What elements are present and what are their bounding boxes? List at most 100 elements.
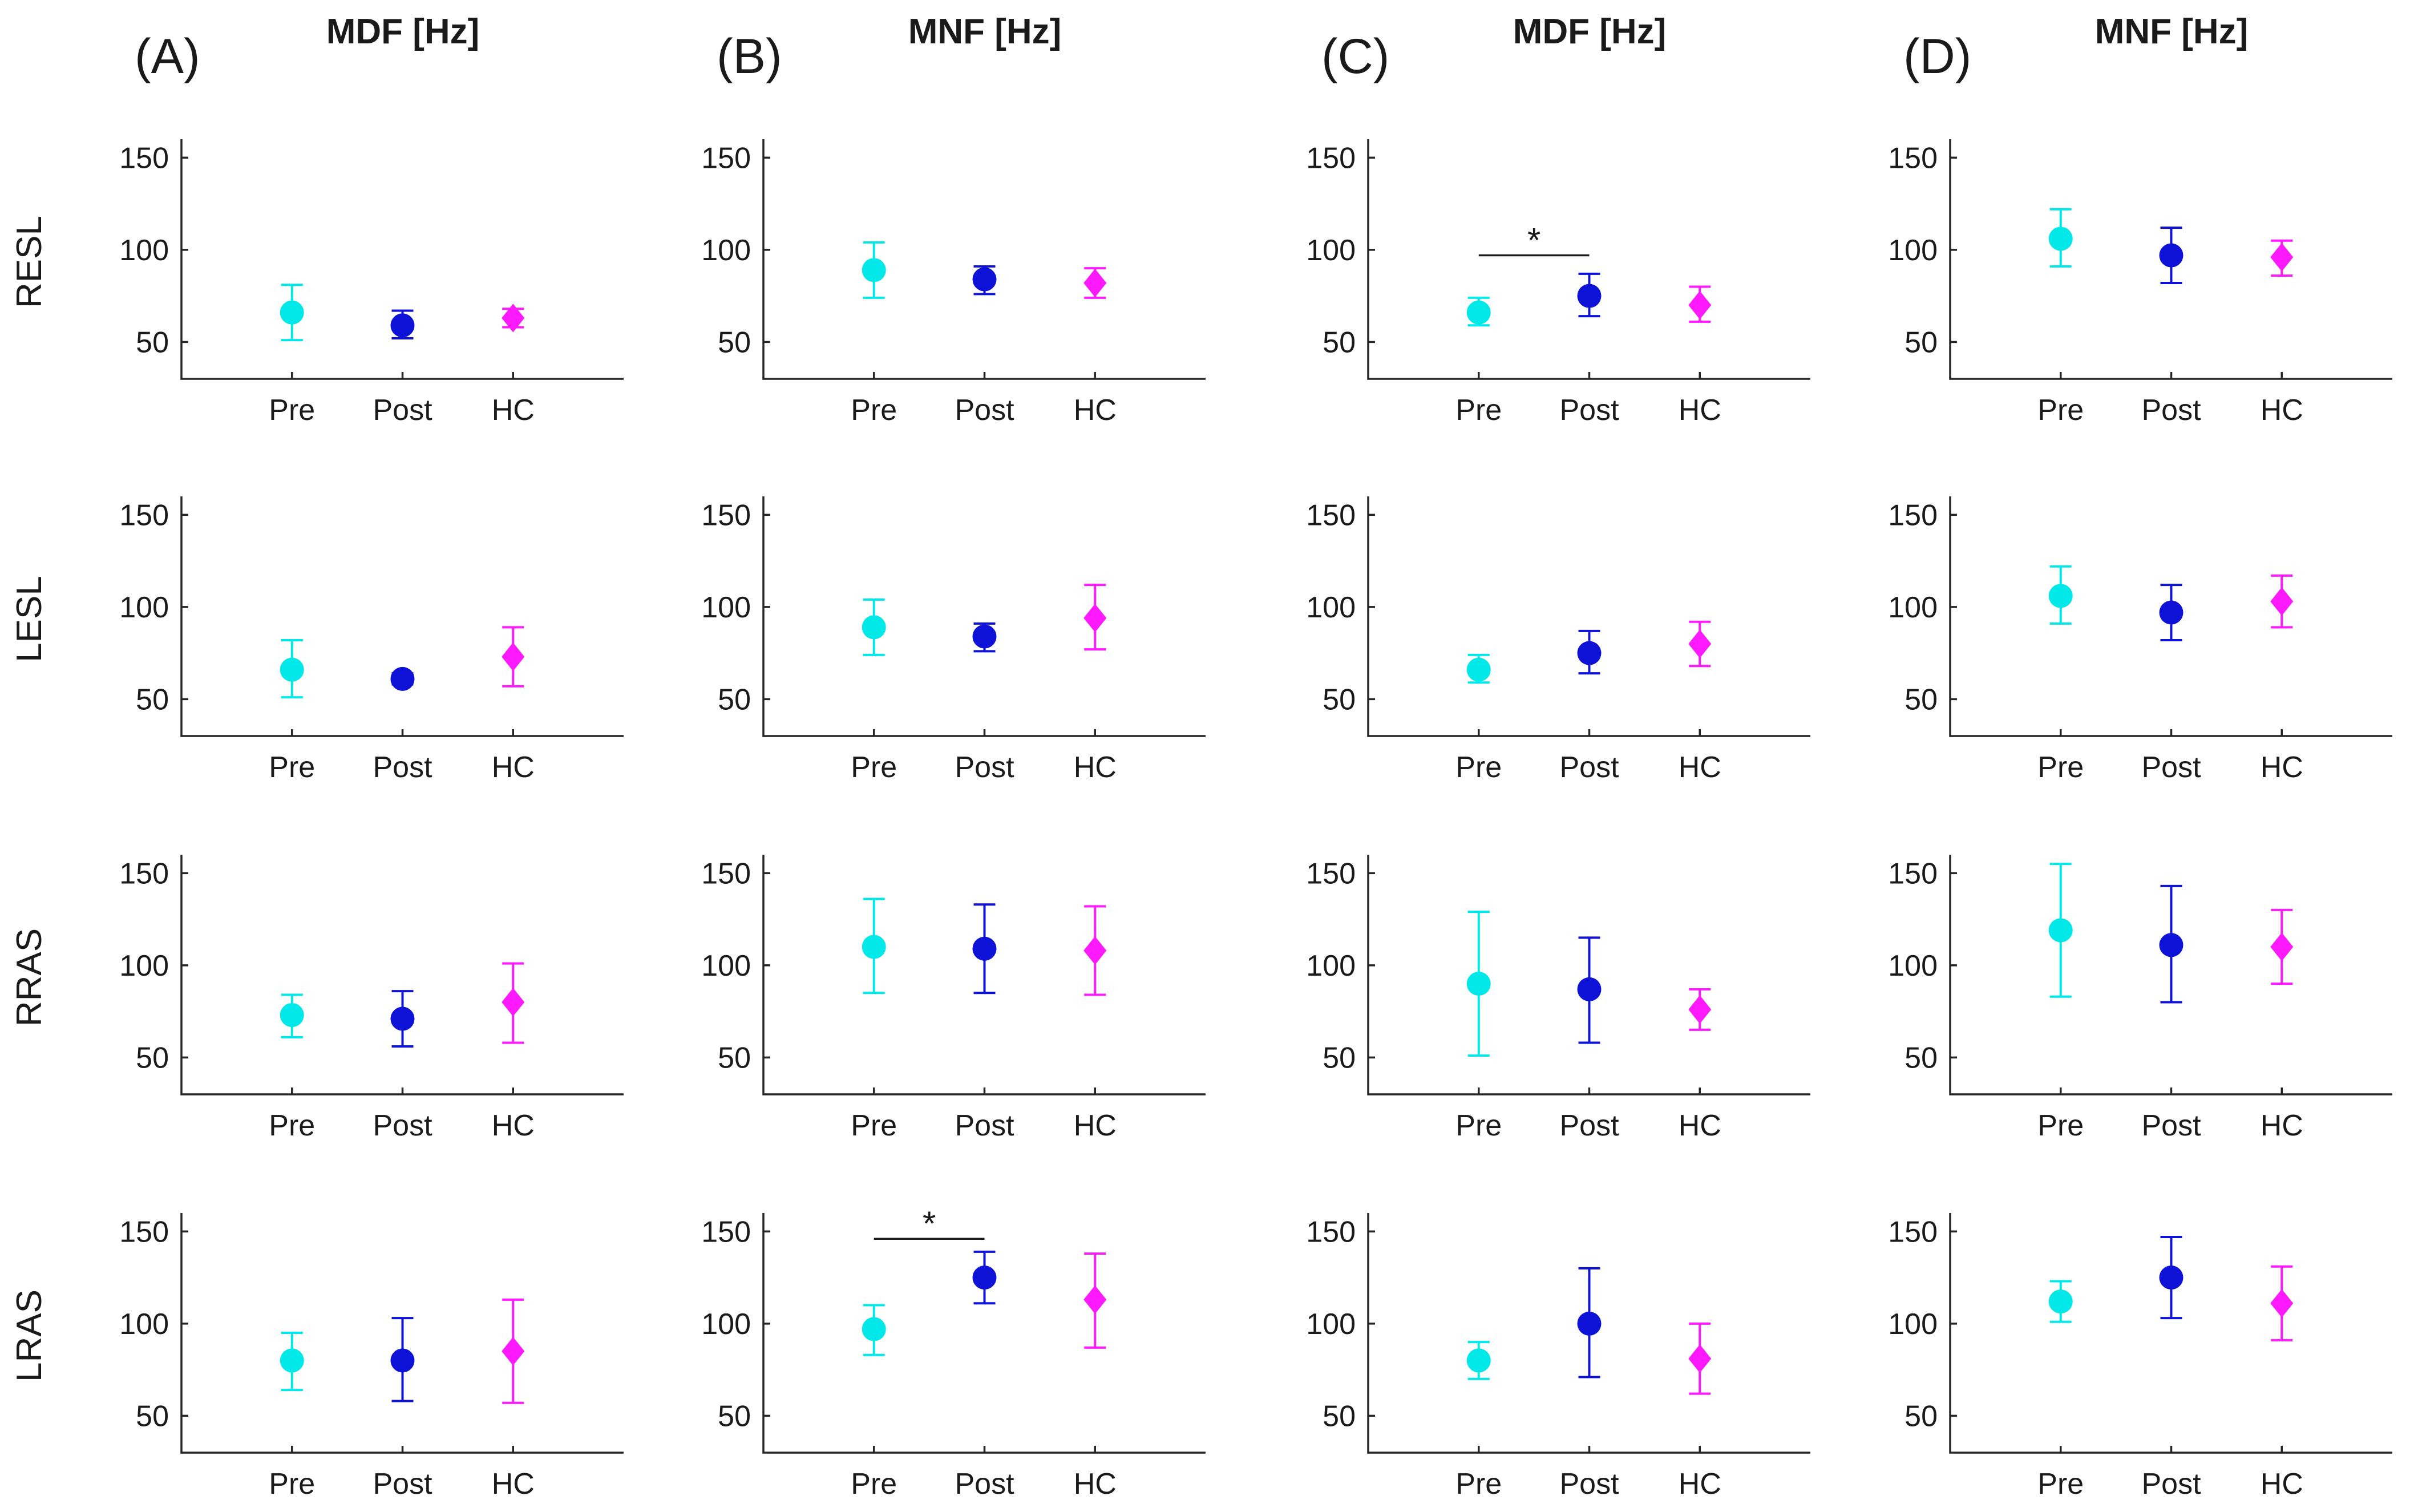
- x-tick-label-post: Post: [955, 1467, 1014, 1501]
- y-tick-label: 150: [119, 142, 169, 175]
- y-tick-label: 150: [1888, 499, 1938, 532]
- data-point-post: [390, 1006, 415, 1031]
- data-point-hc: [1083, 1285, 1107, 1314]
- y-tick-label: 100: [1306, 234, 1356, 267]
- data-point-pre: [862, 935, 886, 959]
- panel-1-1: 50 100 150 Pre Post HC: [701, 496, 1206, 784]
- data-point-post: [390, 313, 415, 338]
- y-tick-label: 50: [1323, 1400, 1356, 1433]
- panel-letter-1: (B): [717, 29, 782, 84]
- data-point-post: [2159, 243, 2183, 268]
- data-point-hc: [2270, 1289, 2294, 1318]
- data-point-pre: [2048, 584, 2073, 608]
- data-point-post: [972, 936, 997, 961]
- data-point-pre: [862, 1317, 886, 1341]
- panel-letter-3: (D): [1903, 29, 1971, 84]
- data-point-post: [1577, 977, 1602, 1001]
- y-tick-label: 50: [1323, 1041, 1356, 1074]
- x-tick-label-post: Post: [955, 751, 1014, 784]
- y-tick-label: 100: [119, 949, 169, 983]
- axes: [1949, 855, 2392, 1095]
- data-point-post: [972, 624, 997, 649]
- x-tick-label-hc: HC: [1074, 1109, 1117, 1142]
- y-tick-label: 50: [718, 683, 751, 716]
- y-tick-label: 50: [1323, 683, 1356, 716]
- y-tick-label: 150: [119, 499, 169, 532]
- y-tick-label: 150: [701, 142, 751, 175]
- panel-1-2: 50 100 150 Pre Post HC: [701, 855, 1206, 1142]
- x-tick-label-post: Post: [2141, 394, 2201, 427]
- y-tick-label: 100: [1306, 591, 1356, 624]
- panel-2-0: 50 100 150 Pre Post HC *: [1306, 139, 1810, 427]
- x-tick-label-pre: Pre: [269, 394, 315, 427]
- x-tick-label-post: Post: [1559, 1467, 1619, 1501]
- y-tick-label: 50: [136, 1041, 169, 1074]
- y-tick-label: 50: [1904, 1041, 1938, 1074]
- x-tick-label-hc: HC: [2261, 394, 2303, 427]
- panel-2-2: 50 100 150 Pre Post HC: [1306, 855, 1810, 1142]
- data-point-hc: [502, 988, 525, 1017]
- x-tick-label-hc: HC: [2261, 751, 2303, 784]
- x-tick-label-pre: Pre: [2037, 394, 2084, 427]
- data-point-hc: [2270, 587, 2294, 616]
- x-tick-label-post: Post: [1559, 751, 1619, 784]
- x-tick-label-pre: Pre: [2037, 1109, 2084, 1142]
- y-tick-label: 100: [701, 591, 751, 624]
- data-point-hc: [1688, 995, 1712, 1024]
- data-point-post: [2159, 1266, 2183, 1290]
- x-tick-label-pre: Pre: [2037, 1467, 2084, 1501]
- x-tick-label-hc: HC: [1679, 751, 1721, 784]
- panel-0-0: 50 100 150 Pre Post HC: [119, 139, 624, 427]
- axes: [762, 855, 1206, 1095]
- x-tick-label-post: Post: [373, 1109, 432, 1142]
- panel-0-3: 50 100 150 Pre Post HC: [119, 1213, 624, 1501]
- y-tick-label: 100: [701, 234, 751, 267]
- y-tick-label: 50: [136, 1400, 169, 1433]
- axes: [1367, 855, 1810, 1095]
- x-tick-label-pre: Pre: [851, 1467, 897, 1501]
- x-tick-label-pre: Pre: [269, 1467, 315, 1501]
- data-point-pre: [1466, 657, 1491, 682]
- y-tick-label: 100: [119, 1308, 169, 1341]
- panel-3-2: 50 100 150 Pre Post HC: [1888, 855, 2392, 1142]
- x-tick-label-pre: Pre: [851, 751, 897, 784]
- data-point-post: [1577, 1311, 1602, 1336]
- axes: [180, 1213, 624, 1454]
- x-tick-label-post: Post: [2141, 1467, 2201, 1501]
- x-tick-label-post: Post: [373, 394, 432, 427]
- y-tick-label: 100: [701, 949, 751, 983]
- data-point-hc: [502, 304, 525, 333]
- y-tick-label: 50: [1904, 326, 1938, 359]
- data-point-hc: [2270, 932, 2294, 961]
- panel-letter-0: (A): [135, 29, 200, 84]
- axes: [1949, 1213, 2392, 1454]
- data-point-pre: [1466, 300, 1491, 325]
- y-tick-label: 100: [1888, 591, 1938, 624]
- panel-1-3: 50 100 150 Pre Post HC *: [701, 1204, 1206, 1501]
- row-label-rras: RRAS: [10, 928, 49, 1026]
- row-label-lras: LRAS: [10, 1289, 49, 1382]
- column-title-2: MDF [Hz]: [1513, 12, 1667, 51]
- x-tick-label-post: Post: [1559, 394, 1619, 427]
- data-point-hc: [1083, 604, 1107, 633]
- x-tick-label-post: Post: [955, 394, 1014, 427]
- x-tick-label-pre: Pre: [1455, 1109, 1502, 1142]
- panel-0-1: 50 100 150 Pre Post HC: [119, 496, 624, 784]
- data-point-hc: [1688, 290, 1712, 320]
- x-tick-label-post: Post: [955, 1109, 1014, 1142]
- panel-3-3: 50 100 150 Pre Post HC: [1888, 1213, 2392, 1501]
- x-tick-label-hc: HC: [2261, 1467, 2303, 1501]
- axes: [762, 1213, 1206, 1454]
- data-point-hc: [1688, 629, 1712, 658]
- y-tick-label: 50: [1904, 1400, 1938, 1433]
- x-tick-label-hc: HC: [1074, 1467, 1117, 1501]
- axes: [180, 855, 624, 1095]
- column-title-3: MNF [Hz]: [2095, 12, 2249, 51]
- column-title-1: MNF [Hz]: [908, 12, 1062, 51]
- x-tick-label-pre: Pre: [269, 1109, 315, 1142]
- data-point-post: [2159, 600, 2183, 625]
- data-point-pre: [280, 1348, 304, 1373]
- y-tick-label: 100: [1306, 1308, 1356, 1341]
- row-label-resl: RESL: [10, 216, 49, 308]
